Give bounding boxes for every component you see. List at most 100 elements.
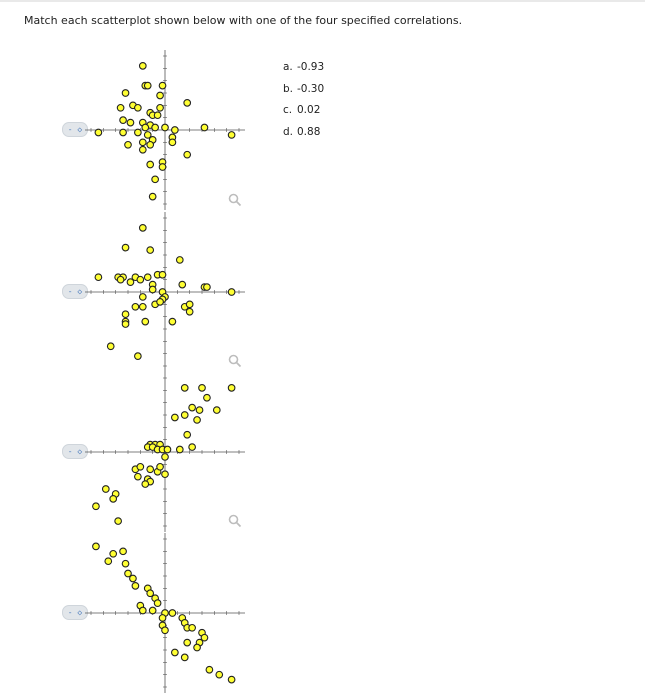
scatter-point xyxy=(119,547,127,556)
scatter-point xyxy=(92,542,100,551)
scatter-point xyxy=(121,559,130,568)
scatter-point xyxy=(124,569,132,578)
scatter-point xyxy=(131,582,140,590)
top-divider xyxy=(0,0,645,2)
scatter-point xyxy=(180,653,189,662)
scatter-point xyxy=(215,670,224,679)
scatter-point xyxy=(205,665,214,674)
scatter-point xyxy=(168,317,177,326)
scatter-point xyxy=(203,283,211,291)
scatter-point xyxy=(121,89,130,97)
option-value: -0.30 xyxy=(297,82,325,95)
scatter-point xyxy=(136,462,145,471)
scatterplot-3 xyxy=(85,372,245,532)
scatter-point xyxy=(141,480,150,488)
scatter-point xyxy=(183,99,192,107)
option-a: a. -0.93 xyxy=(283,57,324,79)
scatter-point xyxy=(195,406,204,414)
scatter-point xyxy=(153,111,162,120)
option-value: 0.02 xyxy=(297,104,321,116)
magnifier-icon[interactable] xyxy=(228,514,242,528)
scatter-point xyxy=(158,163,167,171)
scatter-point xyxy=(146,465,155,474)
option-letter: c. xyxy=(283,104,293,116)
scatter-point xyxy=(156,103,164,112)
scatter-point xyxy=(163,445,172,454)
scatter-point xyxy=(171,126,179,134)
scatter-point xyxy=(178,280,187,289)
option-value: 0.88 xyxy=(297,125,321,138)
scatter-point xyxy=(193,643,201,652)
scatter-point xyxy=(138,293,147,301)
scatter-point xyxy=(168,138,177,147)
scatterplot-3-answer-dropdown[interactable]: - ◇ xyxy=(62,444,88,459)
scatter-point xyxy=(183,638,192,647)
scatter-point xyxy=(227,131,236,139)
option-letter: d. xyxy=(283,125,294,138)
scatter-point xyxy=(200,633,209,642)
scatter-point xyxy=(134,472,142,481)
option-letter: a. xyxy=(283,61,293,73)
scatterplot-4 xyxy=(85,533,245,693)
scatter-point xyxy=(185,300,194,309)
scatter-point xyxy=(141,123,150,132)
scatter-point xyxy=(180,411,189,419)
scatter-point xyxy=(129,574,137,583)
scatter-point xyxy=(158,270,167,279)
scatter-point xyxy=(161,123,169,132)
magnifier-icon[interactable] xyxy=(228,354,242,368)
scatter-point xyxy=(148,606,157,615)
scatter-point xyxy=(151,123,159,132)
scatter-point xyxy=(124,140,132,149)
scatter-point xyxy=(153,599,162,607)
scatter-point xyxy=(92,502,100,511)
scatterplot-1-answer-dropdown[interactable]: - ◇ xyxy=(62,122,88,137)
scatter-point xyxy=(94,273,103,282)
scatter-point xyxy=(119,128,127,137)
scatter-point xyxy=(188,623,196,632)
scatter-point xyxy=(180,384,189,392)
scatter-point xyxy=(227,675,236,684)
scatterplot-2-answer-dropdown[interactable]: - ◇ xyxy=(62,284,88,299)
option-value: -0.93 xyxy=(297,61,325,73)
scatterplot-4-answer-dropdown[interactable]: - ◇ xyxy=(62,605,88,620)
scatterplot-1 xyxy=(85,50,245,210)
scatter-point xyxy=(151,175,159,184)
scatter-point xyxy=(188,403,196,412)
scatter-point xyxy=(171,648,179,657)
scatter-point xyxy=(193,416,201,424)
scatter-point xyxy=(114,517,122,525)
scatter-point xyxy=(106,342,115,351)
scatter-point xyxy=(116,275,125,284)
scatter-point xyxy=(104,557,113,566)
scatter-point xyxy=(131,302,140,311)
scatter-point xyxy=(101,485,110,493)
scatter-point xyxy=(134,103,142,112)
scatter-point xyxy=(126,118,135,127)
scatter-point xyxy=(138,145,147,154)
scatter-point xyxy=(134,352,142,360)
scatter-point xyxy=(121,243,130,252)
magnifier-icon[interactable] xyxy=(228,193,242,207)
scatter-point xyxy=(134,128,142,137)
scatter-point xyxy=(109,549,118,558)
scatter-point xyxy=(198,384,206,392)
scatterplot-2 xyxy=(85,212,245,372)
scatter-point xyxy=(121,310,130,319)
scatter-point xyxy=(227,288,236,296)
scatter-point xyxy=(171,413,179,422)
scatter-point xyxy=(183,430,192,439)
scatter-point xyxy=(146,160,155,169)
scatter-point xyxy=(143,81,152,90)
scatter-point xyxy=(188,443,196,451)
scatter-point xyxy=(116,103,125,112)
scatter-point xyxy=(158,614,167,622)
scatter-point xyxy=(227,384,236,392)
scatter-point xyxy=(94,128,103,137)
scatter-point xyxy=(161,626,169,635)
scatter-point xyxy=(143,273,152,282)
scatter-point xyxy=(109,495,118,503)
scatter-point xyxy=(185,307,194,316)
scatter-point xyxy=(138,302,147,311)
scatter-point xyxy=(175,445,184,454)
